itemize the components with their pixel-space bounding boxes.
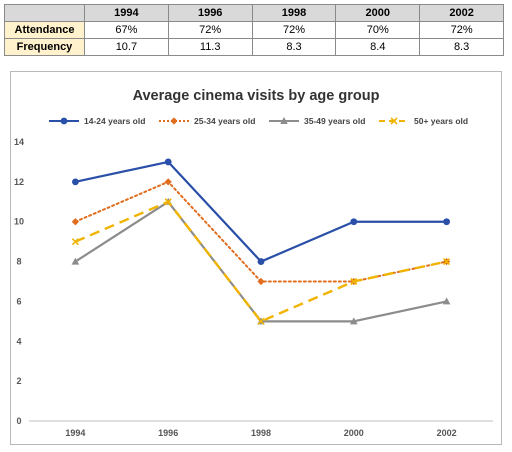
chart-legend: 14-24 years old 25-34 years old 35-49 year… [49, 116, 468, 126]
line-chart: Average cinema visits by age group 14-24… [10, 71, 502, 445]
legend-marker [280, 117, 288, 124]
data-point [257, 277, 265, 286]
data-point [71, 238, 79, 246]
table-cell: 72% [419, 21, 504, 39]
table-header-corner [4, 4, 85, 22]
data-point [350, 277, 358, 286]
series-2 [71, 178, 451, 286]
legend-marker [60, 117, 68, 125]
data-point [164, 178, 172, 186]
series-1 [72, 158, 450, 265]
table-row-label: Attendance [4, 21, 85, 39]
table-header-cell: 2002 [419, 4, 504, 22]
data-point [443, 218, 450, 226]
x-tick-label: 1994 [65, 428, 85, 438]
y-tick-label: 0 [16, 416, 21, 426]
data-point [72, 178, 79, 186]
legend-item: 14-24 years old [49, 116, 145, 126]
legend-label: 35-49 years old [304, 116, 365, 126]
legend-marker [390, 117, 398, 125]
data-point [257, 258, 265, 265]
chart-title: Average cinema visits by age group [133, 88, 380, 104]
data-point [164, 198, 172, 206]
y-tick-label: 14 [14, 137, 24, 147]
legend-item: 50+ years old [379, 116, 468, 126]
y-tick-label: 6 [16, 296, 21, 306]
legend-item: 25-34 years old [159, 116, 255, 126]
x-tick-label: 2002 [437, 428, 457, 438]
y-tick-label: 12 [14, 177, 24, 187]
table-cell: 70% [335, 21, 421, 39]
x-tick-label: 1996 [158, 428, 178, 438]
data-point [257, 317, 265, 325]
legend-label: 25-34 years old [194, 116, 255, 126]
data-point [71, 218, 79, 226]
x-tick-label: 1998 [251, 428, 271, 438]
table-header-cell: 1996 [167, 4, 253, 22]
table-cell: 8.4 [335, 38, 421, 56]
table-cell: 72% [251, 21, 337, 39]
table-cell: 8.3 [419, 38, 504, 56]
legend-item: 35-49 years old [269, 116, 365, 126]
series-line [74, 200, 447, 323]
table-cell: 10.7 [84, 38, 169, 56]
y-tick-label: 8 [16, 257, 21, 267]
table-header-row: 1994 1996 1998 2000 2002 [4, 4, 504, 22]
data-point [350, 317, 358, 325]
y-tick-label: 10 [14, 217, 24, 227]
data-point [443, 258, 451, 266]
series-layer [71, 158, 451, 325]
table-cell: 72% [167, 21, 253, 39]
table-header-cell: 1998 [251, 4, 337, 22]
chart-canvas: Average cinema visits by age group 14-24… [14, 88, 493, 438]
y-axis: 0 2 4 6 8 10 12 14 [14, 137, 24, 426]
stats-table: 1994 1996 1998 2000 2002 Attendance 67% … [4, 4, 504, 56]
x-tick-label: 2000 [344, 428, 364, 438]
series-4 [71, 198, 451, 325]
table-row: Attendance 67% 72% 72% 70% 72% [4, 21, 504, 39]
y-tick-label: 2 [16, 376, 21, 386]
y-tick-label: 4 [16, 336, 21, 346]
data-point [164, 158, 172, 166]
x-axis: 1994 1996 1998 2000 2002 [29, 420, 493, 438]
legend-marker [170, 117, 178, 125]
series-line [74, 180, 448, 283]
table-cell: 11.3 [167, 38, 253, 56]
table-cell: 67% [84, 21, 169, 39]
series-line [75, 160, 447, 263]
legend-label: 50+ years old [414, 116, 468, 126]
table-header-cell: 1994 [84, 4, 169, 22]
table-header-cell: 2000 [335, 4, 421, 22]
data-point [71, 257, 80, 265]
table-cell: 8.3 [251, 38, 337, 56]
data-point [350, 218, 358, 226]
table-row-label: Frequency [4, 38, 85, 56]
data-point [442, 297, 451, 305]
table-row: Frequency 10.7 11.3 8.3 8.4 8.3 [4, 38, 504, 56]
legend-label: 14-24 years old [84, 116, 145, 126]
